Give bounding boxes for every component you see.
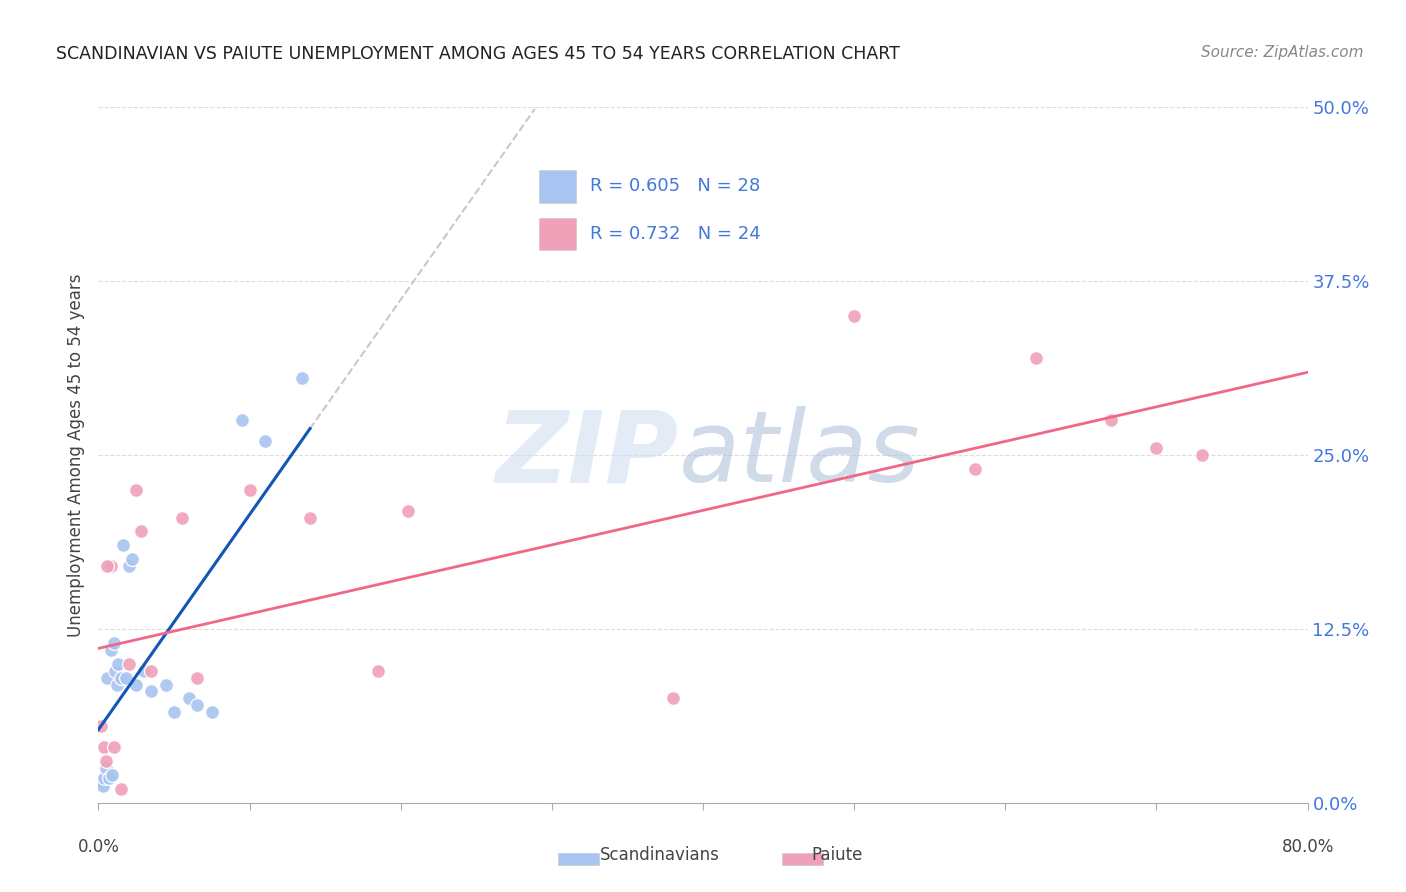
Point bbox=[179, 691, 201, 706]
Point bbox=[291, 371, 314, 385]
Bar bbox=[558, 853, 599, 865]
Point bbox=[110, 671, 132, 685]
Point bbox=[1024, 351, 1046, 365]
Point bbox=[96, 559, 118, 574]
Point bbox=[170, 510, 193, 524]
Text: atlas: atlas bbox=[679, 407, 921, 503]
Point bbox=[103, 740, 125, 755]
Point bbox=[94, 754, 117, 768]
Point bbox=[253, 434, 276, 448]
Point bbox=[94, 761, 117, 775]
Point bbox=[111, 538, 134, 552]
Bar bbox=[782, 853, 823, 865]
Point bbox=[98, 771, 121, 785]
Point bbox=[91, 779, 114, 793]
Point bbox=[104, 664, 127, 678]
Point bbox=[367, 664, 389, 678]
Point bbox=[125, 677, 148, 691]
Point bbox=[118, 657, 141, 671]
Point bbox=[93, 771, 115, 785]
Point bbox=[125, 483, 148, 497]
Point bbox=[1146, 441, 1168, 455]
Point bbox=[100, 559, 122, 574]
Point bbox=[129, 524, 152, 539]
Point bbox=[186, 698, 208, 713]
Point bbox=[110, 781, 132, 796]
Point bbox=[844, 309, 866, 323]
Point bbox=[1099, 413, 1122, 427]
Text: ZIP: ZIP bbox=[496, 407, 679, 503]
Point bbox=[155, 677, 177, 691]
Point bbox=[239, 483, 262, 497]
Point bbox=[186, 671, 208, 685]
Point bbox=[132, 664, 155, 678]
Point bbox=[114, 671, 136, 685]
Point bbox=[299, 510, 322, 524]
Point bbox=[107, 657, 129, 671]
Text: 0.0%: 0.0% bbox=[77, 838, 120, 855]
Point bbox=[231, 413, 253, 427]
Point bbox=[141, 664, 163, 678]
Point bbox=[105, 677, 128, 691]
Text: Paiute: Paiute bbox=[811, 846, 863, 864]
Point bbox=[396, 503, 419, 517]
Text: 80.0%: 80.0% bbox=[1281, 838, 1334, 855]
Point bbox=[90, 719, 112, 733]
Point bbox=[661, 691, 683, 706]
Point bbox=[100, 642, 122, 657]
Text: SCANDINAVIAN VS PAIUTE UNEMPLOYMENT AMONG AGES 45 TO 54 YEARS CORRELATION CHART: SCANDINAVIAN VS PAIUTE UNEMPLOYMENT AMON… bbox=[56, 45, 900, 62]
Point bbox=[141, 684, 163, 698]
Point bbox=[93, 740, 115, 755]
Point bbox=[118, 559, 141, 574]
Point bbox=[965, 462, 987, 476]
Point bbox=[163, 706, 186, 720]
Point bbox=[121, 552, 143, 566]
Point bbox=[1191, 448, 1213, 462]
Point bbox=[201, 706, 224, 720]
Text: Source: ZipAtlas.com: Source: ZipAtlas.com bbox=[1201, 45, 1364, 60]
Text: Scandinavians: Scandinavians bbox=[600, 846, 720, 864]
Point bbox=[101, 768, 124, 782]
Point bbox=[90, 775, 112, 789]
Y-axis label: Unemployment Among Ages 45 to 54 years: Unemployment Among Ages 45 to 54 years bbox=[66, 273, 84, 637]
Point bbox=[96, 671, 118, 685]
Point bbox=[103, 636, 125, 650]
